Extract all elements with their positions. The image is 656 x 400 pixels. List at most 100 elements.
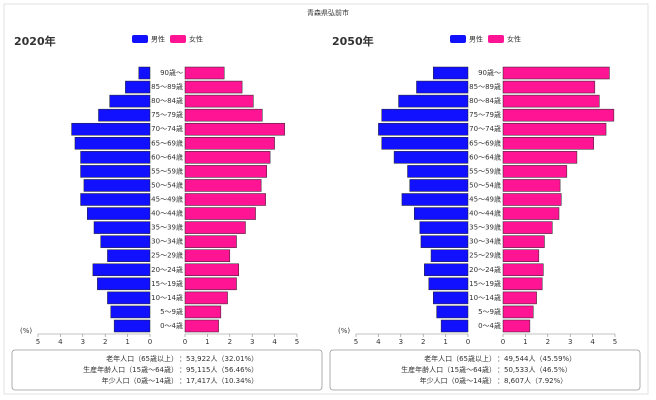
age-label: 5〜9歳	[160, 307, 183, 316]
x-tick-label: 1	[443, 338, 447, 346]
female-bar	[502, 193, 562, 206]
male-bar	[428, 277, 469, 291]
x-axis-unit: (%)	[20, 327, 32, 335]
age-label: 50〜54歳	[469, 180, 501, 189]
legend-swatch	[450, 35, 466, 43]
female-bar	[502, 108, 615, 122]
x-tick-label: 2	[421, 338, 425, 346]
male-bar	[416, 80, 469, 94]
female-bar	[502, 263, 544, 277]
age-label: 40〜44歳	[151, 209, 183, 218]
female-bar	[502, 66, 610, 80]
x-tick-label: 4	[58, 338, 63, 346]
male-bar	[83, 179, 151, 192]
summary-label: 年少人口（0歳〜14歳）	[420, 376, 496, 385]
age-label: 55〜59歳	[469, 166, 501, 175]
male-bar	[440, 319, 469, 333]
male-bar	[71, 122, 151, 136]
female-bar	[184, 193, 266, 206]
age-label: 65〜69歳	[151, 138, 183, 147]
age-label: 30〜34歳	[469, 237, 501, 246]
summary-value: ：8,607人（7.92%）	[497, 377, 567, 385]
male-bar	[433, 291, 469, 305]
x-tick-label: 5	[36, 338, 40, 346]
age-label: 80〜84歳	[151, 96, 183, 105]
summary-box	[329, 349, 641, 391]
male-bar	[74, 137, 151, 150]
age-label: 65〜69歳	[469, 138, 501, 147]
x-tick-label: 1	[125, 338, 129, 346]
x-tick-label: 3	[399, 338, 403, 346]
legend-label: 女性	[189, 35, 203, 44]
summary-value: ：95,115人（56.46%）	[179, 366, 258, 374]
male-bar	[436, 305, 469, 319]
x-tick-label: 4	[590, 338, 595, 346]
age-label: 0〜4歳	[160, 321, 183, 330]
summary-value: ：49,544人（45.59%）	[497, 355, 576, 363]
age-label: 75〜79歳	[151, 110, 183, 119]
age-label: 70〜74歳	[151, 124, 183, 133]
x-tick-label: 1	[205, 338, 209, 346]
female-bar	[184, 277, 237, 291]
male-bar	[80, 193, 151, 206]
female-bar	[502, 207, 560, 220]
age-label: 85〜89歳	[469, 82, 501, 91]
x-tick-label: 4	[272, 338, 277, 346]
female-bar	[502, 179, 561, 192]
age-label: 90歳〜	[160, 68, 183, 77]
summary-value: ：53,922人（32.01%）	[179, 355, 258, 363]
female-bar	[184, 291, 228, 305]
female-bar	[184, 137, 275, 150]
male-bar	[398, 94, 469, 108]
age-label: 10〜14歳	[151, 293, 183, 302]
age-label: 25〜29歳	[151, 251, 183, 260]
age-label: 25〜29歳	[469, 251, 501, 260]
female-bar	[502, 94, 600, 108]
summary-label: 老年人口（65歳以上）	[424, 354, 496, 363]
male-bar	[107, 249, 151, 262]
x-axis-unit: (%)	[338, 327, 350, 335]
male-bar	[92, 263, 151, 277]
panel-title: 2020年	[14, 34, 56, 48]
age-label: 30〜34歳	[151, 237, 183, 246]
male-bar	[113, 319, 151, 333]
summary-label: 生産年齢人口（15歳〜64歳）	[401, 365, 496, 374]
female-bar	[184, 80, 243, 94]
x-tick-label: 2	[103, 338, 107, 346]
legend-swatch	[170, 35, 186, 43]
age-label: 80〜84歳	[469, 96, 501, 105]
age-label: 15〜19歳	[469, 279, 501, 288]
female-bar	[184, 305, 222, 319]
x-tick-label: 0	[501, 338, 505, 346]
male-bar	[100, 235, 151, 248]
panel-title: 2050年	[332, 34, 374, 48]
female-bar	[184, 179, 262, 192]
male-bar	[420, 235, 469, 248]
female-bar	[184, 151, 271, 164]
age-label: 40〜44歳	[469, 209, 501, 218]
x-tick-label: 5	[613, 338, 617, 346]
male-bar	[109, 94, 151, 108]
male-bar	[419, 221, 469, 234]
x-tick-label: 5	[295, 338, 299, 346]
age-label: 20〜24歳	[151, 265, 183, 274]
male-bar	[80, 151, 151, 164]
male-bar	[98, 108, 151, 122]
legend-swatch	[488, 35, 504, 43]
x-tick-label: 3	[250, 338, 254, 346]
female-bar	[184, 249, 231, 262]
summary-box	[11, 349, 323, 391]
legend-label: 女性	[507, 35, 521, 44]
male-bar	[381, 137, 469, 150]
male-bar	[378, 122, 469, 136]
age-label: 0〜4歳	[478, 321, 501, 330]
age-label: 20〜24歳	[469, 265, 501, 274]
female-bar	[502, 80, 596, 94]
female-bar	[502, 291, 537, 305]
female-bar	[502, 221, 553, 234]
male-bar	[424, 263, 469, 277]
summary-label: 老年人口（65歳以上）	[106, 354, 178, 363]
male-bar	[430, 249, 469, 262]
age-label: 70〜74歳	[469, 124, 501, 133]
